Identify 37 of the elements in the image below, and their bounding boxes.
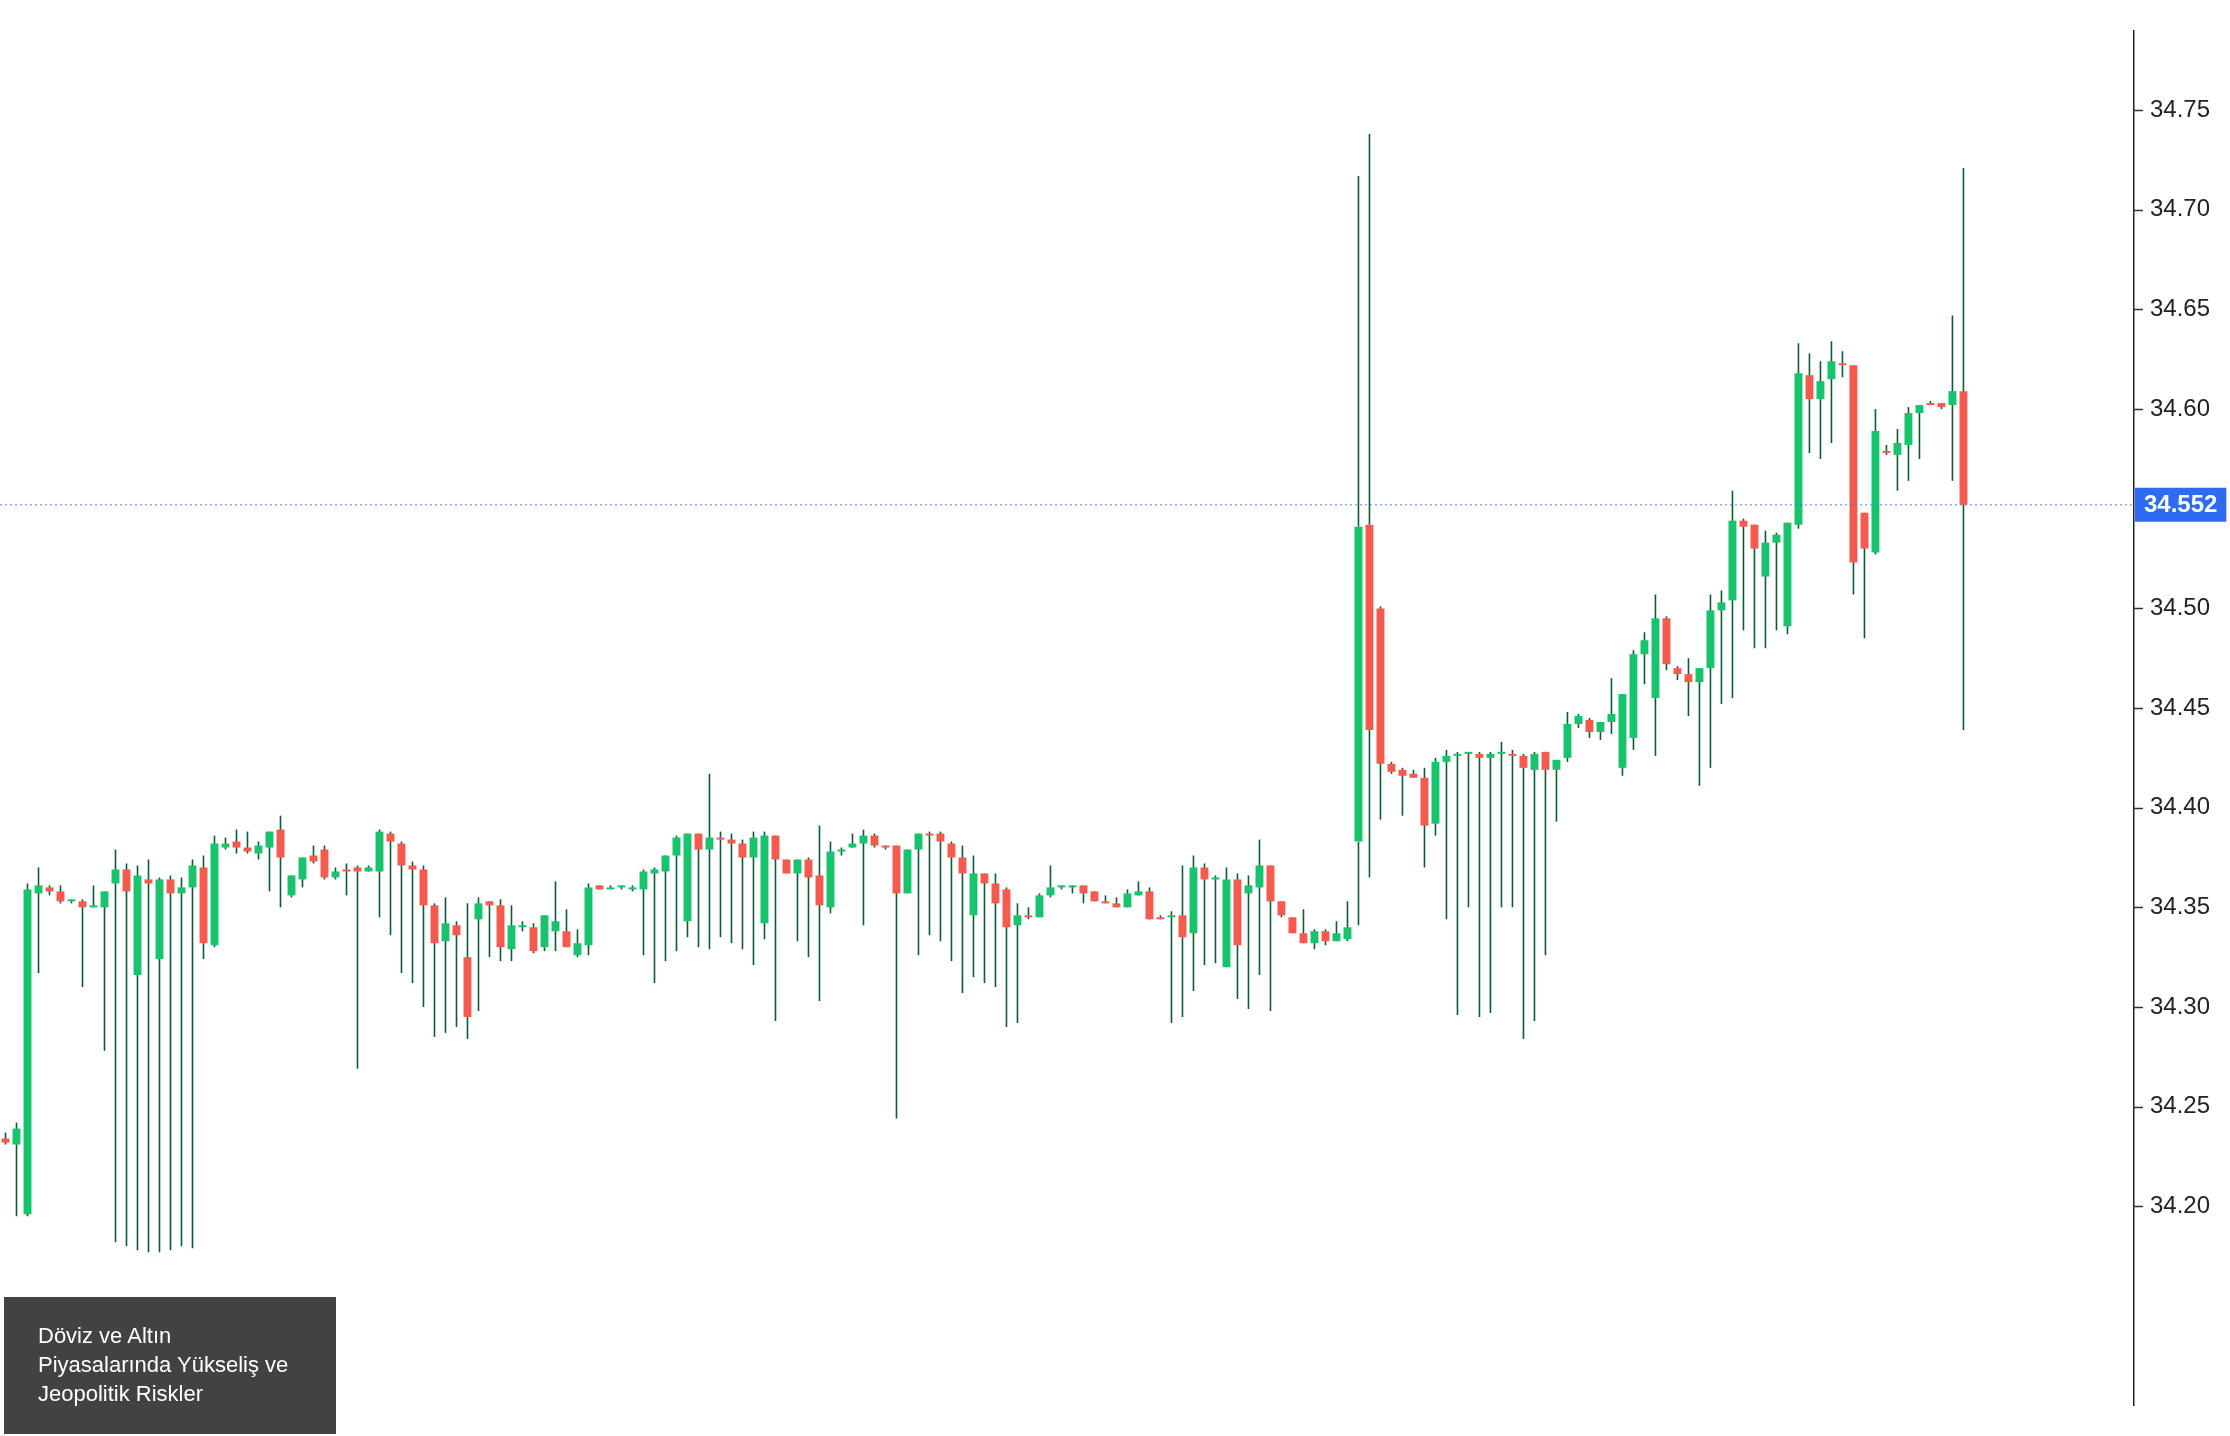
candlestick (1486, 751, 1495, 1014)
candlestick (1948, 314, 1957, 482)
candlestick (1585, 717, 1594, 739)
candlestick (1508, 749, 1517, 909)
y-tick-label: 34.25 (2149, 1091, 2210, 1119)
candlestick (1684, 657, 1693, 717)
candlestick (1805, 352, 1814, 454)
candlestick (1739, 517, 1748, 632)
y-tick-label: 34.70 (2149, 194, 2210, 222)
candlestick (1827, 340, 1836, 444)
candlestick (1552, 759, 1561, 823)
candlestick (1772, 531, 1781, 632)
annotation: Döviz ve Altın Piyasalarında Yükseliş ve Jeopolitik Riskler (38, 1322, 290, 1408)
y-tick-label: 34.75 (2149, 94, 2210, 122)
candlestick (1541, 751, 1550, 956)
y-tick-label: 34.35 (2149, 891, 2210, 919)
y-tick-label: 34.30 (2149, 991, 2210, 1019)
ref-line-label: 34.552 (2143, 490, 2218, 518)
candlestick (1530, 751, 1539, 1022)
y-tick-label: 34.50 (2149, 593, 2210, 621)
candlestick (1519, 753, 1528, 1040)
candlestick (1640, 631, 1649, 685)
candlestick (1717, 589, 1726, 705)
candlestick (1695, 667, 1704, 787)
y-tick-label: 34.40 (2149, 792, 2210, 820)
candlestick (1475, 751, 1484, 1018)
candlestick (1915, 404, 1924, 460)
y-tick-label: 34.65 (2149, 294, 2210, 322)
candlestick (1750, 523, 1759, 650)
candlestick (1893, 428, 1902, 492)
y-tick-label: 34.20 (2149, 1190, 2210, 1218)
candlestick (1607, 677, 1616, 735)
y-tick-label: 34.60 (2149, 393, 2210, 421)
candlestick (1816, 360, 1825, 460)
y-tick-label: 34.45 (2149, 692, 2210, 720)
candlestick (1497, 741, 1506, 909)
candlestick (1838, 350, 1847, 378)
